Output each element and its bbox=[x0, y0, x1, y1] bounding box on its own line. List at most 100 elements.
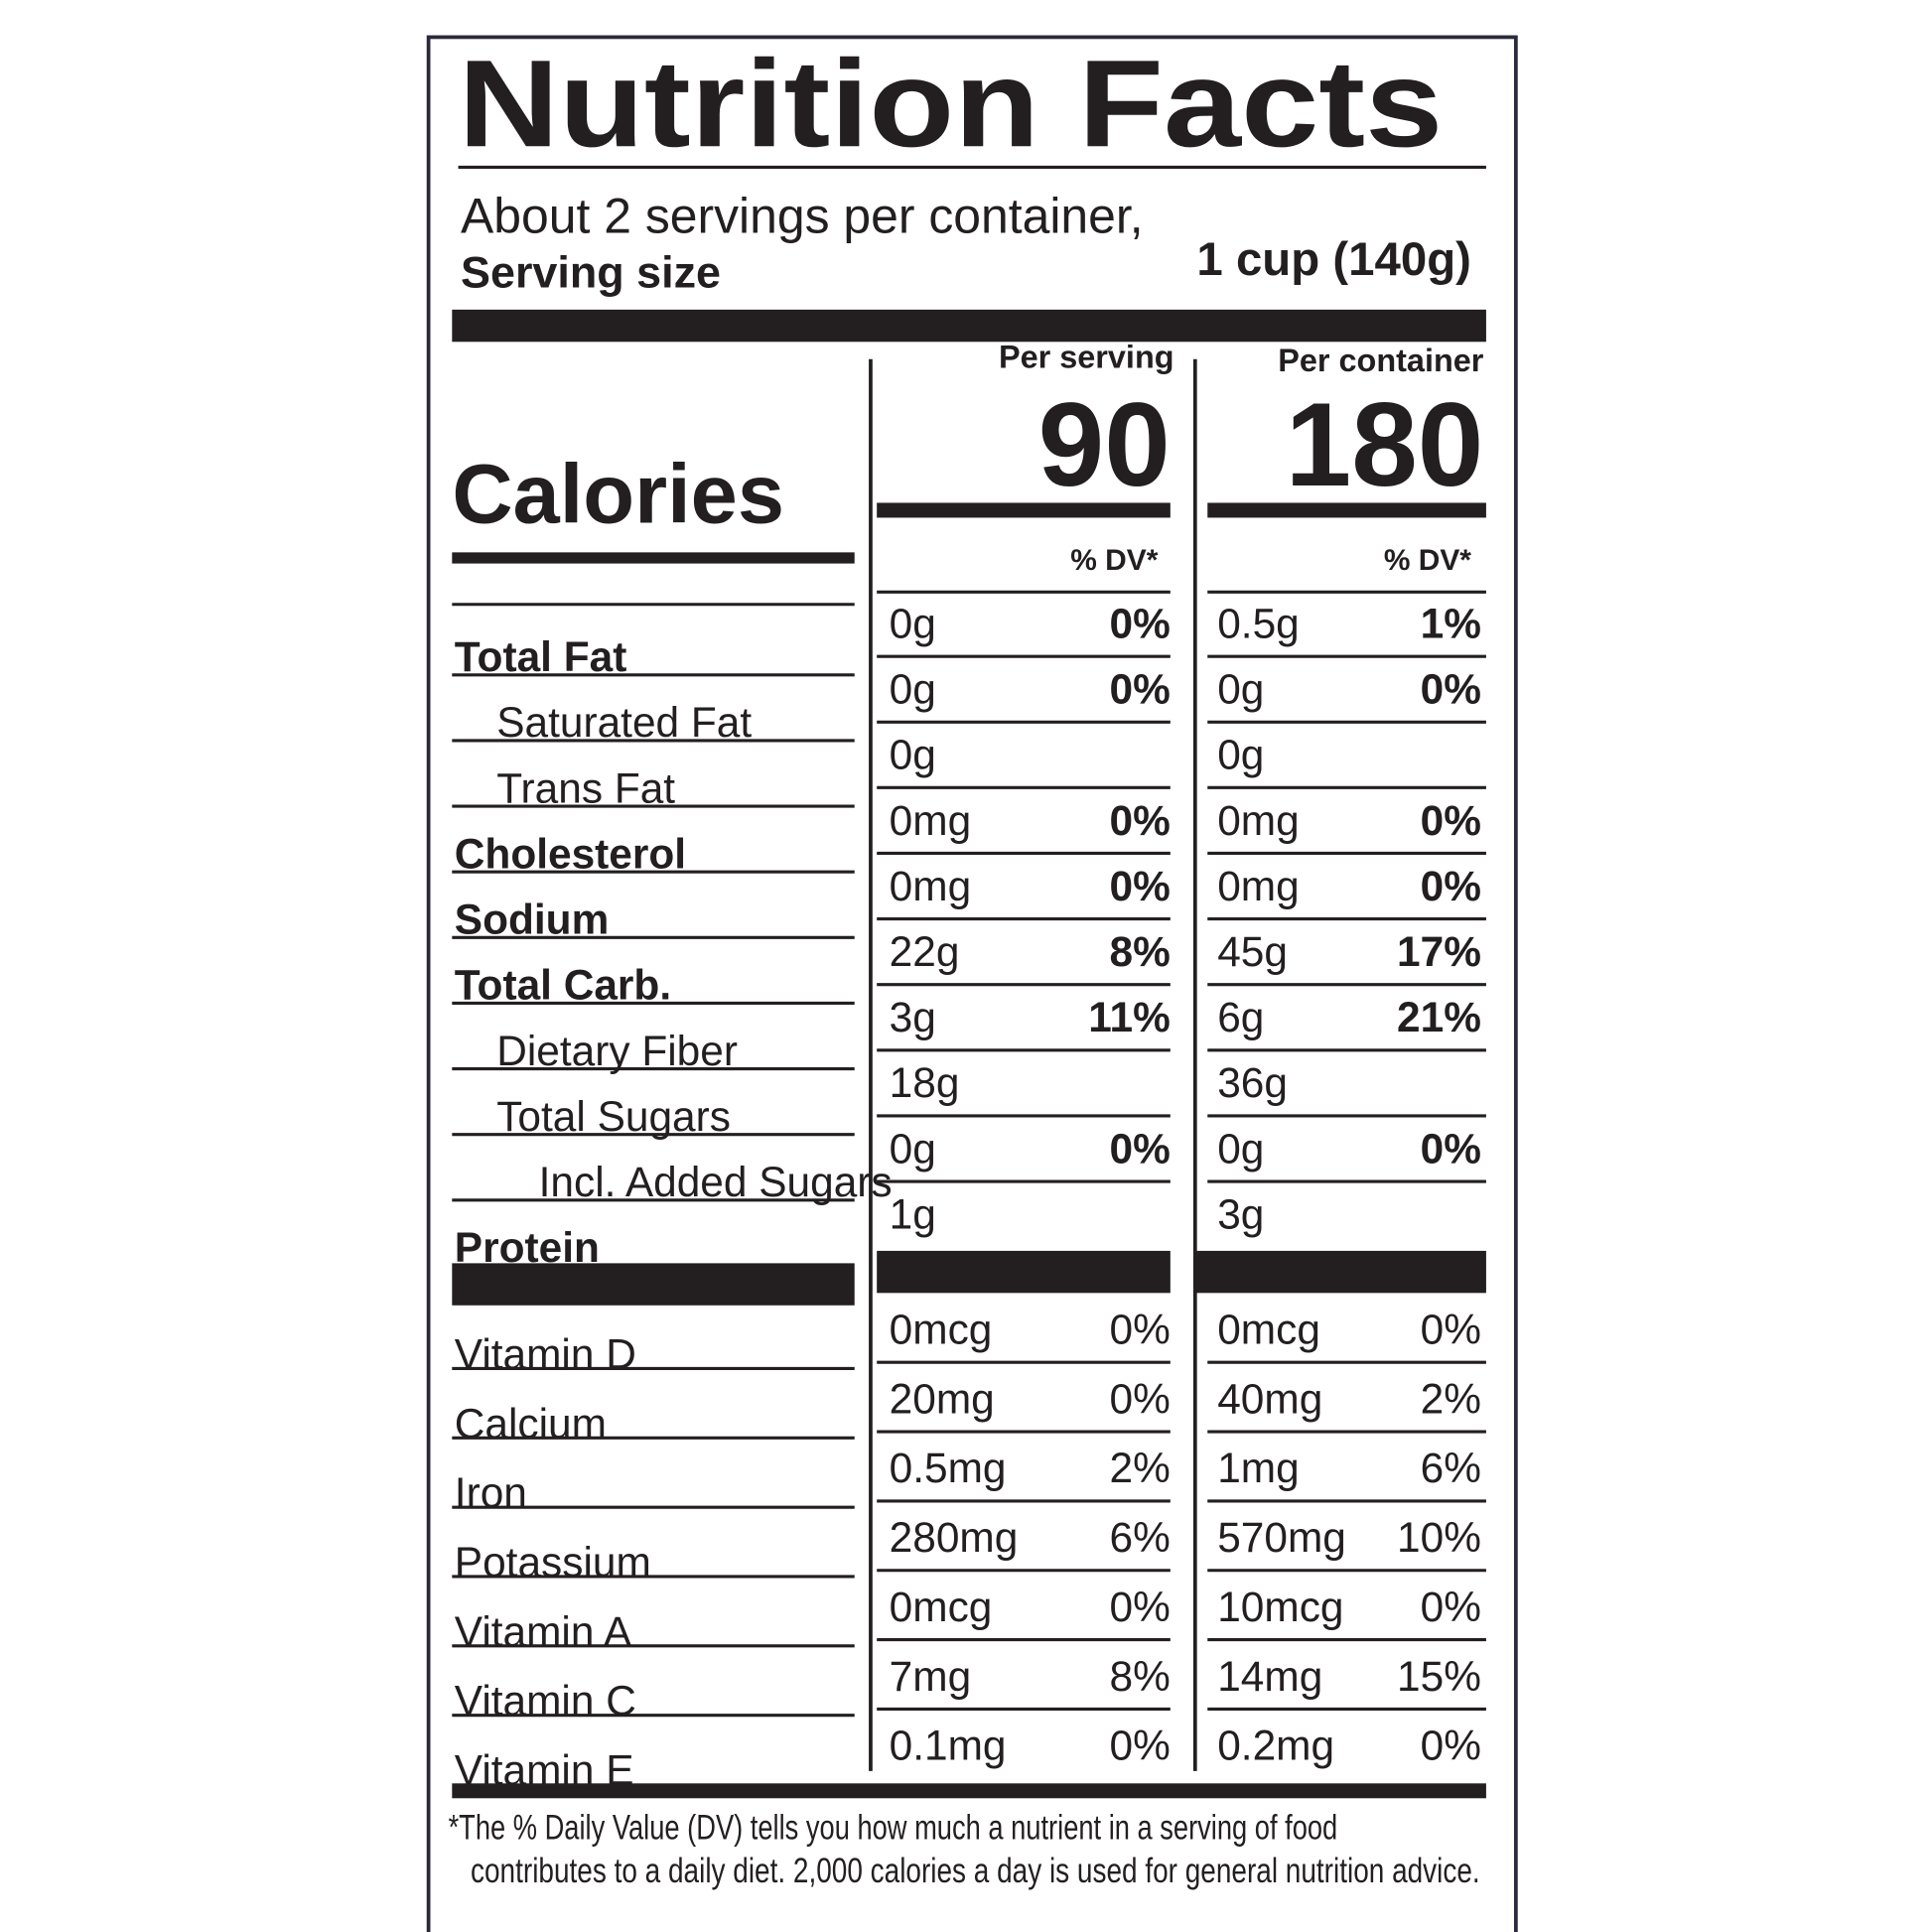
amount: 0g bbox=[1217, 1125, 1264, 1172]
column-header: Per container bbox=[1278, 343, 1484, 378]
nutrient-name: Dietary Fiber bbox=[496, 1028, 738, 1074]
nutrient-name: Protein bbox=[455, 1224, 600, 1271]
calories-value: 90 bbox=[1038, 379, 1171, 511]
daily-value: 0% bbox=[1110, 863, 1171, 909]
amount: 1g bbox=[890, 1190, 936, 1237]
amount: 570mg bbox=[1217, 1514, 1346, 1561]
daily-value: 0% bbox=[1110, 600, 1171, 646]
daily-value: 8% bbox=[1110, 1653, 1171, 1700]
daily-value: 0% bbox=[1421, 1584, 1481, 1630]
nutrient-name: Cholesterol bbox=[455, 830, 686, 877]
calories-bar bbox=[452, 552, 855, 564]
serving-size-value: 1 cup (140g) bbox=[1196, 233, 1471, 286]
amount: 45g bbox=[1217, 928, 1288, 975]
amount: 0mcg bbox=[890, 1584, 993, 1630]
amount: 22g bbox=[890, 928, 960, 975]
daily-value: 6% bbox=[1110, 1514, 1171, 1561]
thick-bar bbox=[452, 1263, 855, 1306]
calories-label: Calories bbox=[452, 446, 784, 540]
amount: 0mg bbox=[1217, 863, 1300, 909]
amount: 14mg bbox=[1217, 1653, 1322, 1700]
daily-value: 2% bbox=[1421, 1375, 1481, 1422]
amount: 40mg bbox=[1217, 1375, 1322, 1422]
daily-value: 0% bbox=[1421, 1125, 1481, 1172]
footnote: contributes to a daily diet. 2,000 calor… bbox=[471, 1852, 1480, 1890]
daily-value: 0% bbox=[1110, 797, 1171, 844]
daily-value: 0% bbox=[1110, 1723, 1171, 1769]
amount: 36g bbox=[1217, 1059, 1288, 1106]
amount: 1mg bbox=[1217, 1445, 1300, 1491]
nutrient-name: Vitamin A bbox=[455, 1608, 632, 1655]
nutrient-name: Total Sugars bbox=[496, 1093, 731, 1140]
nutrient-name: Iron bbox=[455, 1469, 527, 1516]
amount: 20mg bbox=[890, 1375, 995, 1422]
nutrient-name: Vitamin C bbox=[455, 1678, 636, 1725]
daily-value: 10% bbox=[1397, 1514, 1481, 1561]
daily-value: 0% bbox=[1110, 1375, 1171, 1422]
daily-value: 0% bbox=[1421, 1723, 1481, 1769]
amount: 0g bbox=[1217, 666, 1264, 713]
thick-bar bbox=[1194, 1250, 1486, 1294]
daily-value: 1% bbox=[1421, 600, 1481, 646]
daily-value: 0% bbox=[1110, 666, 1171, 713]
calories-bar bbox=[1207, 502, 1486, 518]
amount: 0g bbox=[890, 732, 936, 778]
thick-bar bbox=[452, 309, 1486, 343]
nutrient-name: Sodium bbox=[455, 897, 609, 943]
amount: 0g bbox=[890, 600, 936, 646]
nutrient-name: Total Fat bbox=[455, 633, 627, 680]
nutrient-name: Incl. Added Sugars bbox=[539, 1159, 893, 1205]
thick-bar bbox=[877, 1250, 1171, 1294]
daily-value: 15% bbox=[1397, 1653, 1481, 1700]
column-header: Per serving bbox=[999, 339, 1174, 374]
amount: 10mcg bbox=[1217, 1584, 1343, 1630]
daily-value: 0% bbox=[1110, 1584, 1171, 1630]
amount: 0mg bbox=[890, 863, 972, 909]
daily-value: 6% bbox=[1421, 1445, 1481, 1491]
amount: 0g bbox=[890, 666, 936, 713]
thick-bar bbox=[452, 1783, 1486, 1799]
amount: 0.5g bbox=[1217, 600, 1300, 646]
amount: 0.2mg bbox=[1217, 1723, 1334, 1769]
daily-value: 0% bbox=[1421, 797, 1481, 844]
amount: 18g bbox=[890, 1059, 960, 1106]
amount: 280mg bbox=[890, 1514, 1019, 1561]
nutrient-name: Calcium bbox=[455, 1400, 607, 1447]
amount: 0mg bbox=[890, 797, 972, 844]
amount: 6g bbox=[1217, 994, 1264, 1040]
amount: 0g bbox=[890, 1125, 936, 1172]
dv-header: % DV* bbox=[1384, 544, 1471, 577]
nutrient-name: Vitamin D bbox=[455, 1330, 636, 1377]
daily-value: 21% bbox=[1397, 994, 1481, 1040]
calories-bar bbox=[877, 502, 1171, 518]
daily-value: 2% bbox=[1110, 1445, 1171, 1491]
daily-value: 17% bbox=[1397, 928, 1481, 975]
daily-value: 8% bbox=[1110, 928, 1171, 975]
amount: 0.1mg bbox=[890, 1723, 1007, 1769]
nutrient-name: Saturated Fat bbox=[496, 699, 752, 746]
serving-size-label: Serving size bbox=[461, 246, 721, 297]
daily-value: 0% bbox=[1421, 863, 1481, 909]
footnote: *The % Daily Value (DV) tells you how mu… bbox=[449, 1808, 1338, 1847]
amount: 0mcg bbox=[1217, 1306, 1320, 1352]
servings: About 2 servings per container, bbox=[461, 189, 1144, 244]
amount: 0mg bbox=[1217, 797, 1300, 844]
amount: 3g bbox=[1217, 1190, 1264, 1237]
nutrient-name: Trans Fat bbox=[496, 764, 675, 811]
amount: 0g bbox=[1217, 732, 1264, 778]
nutrient-name: Total Carb. bbox=[455, 962, 671, 1009]
daily-value: 0% bbox=[1421, 1306, 1481, 1352]
amount: 7mg bbox=[890, 1653, 972, 1700]
title: Nutrition Facts bbox=[459, 35, 1444, 173]
daily-value: 11% bbox=[1088, 994, 1171, 1040]
daily-value: 0% bbox=[1110, 1306, 1171, 1352]
nutrient-name: Potassium bbox=[455, 1539, 651, 1586]
daily-value: 0% bbox=[1110, 1125, 1171, 1172]
amount: 0mcg bbox=[890, 1306, 993, 1352]
daily-value: 0% bbox=[1421, 666, 1481, 713]
amount: 3g bbox=[890, 994, 936, 1040]
dv-header: % DV* bbox=[1070, 544, 1158, 577]
